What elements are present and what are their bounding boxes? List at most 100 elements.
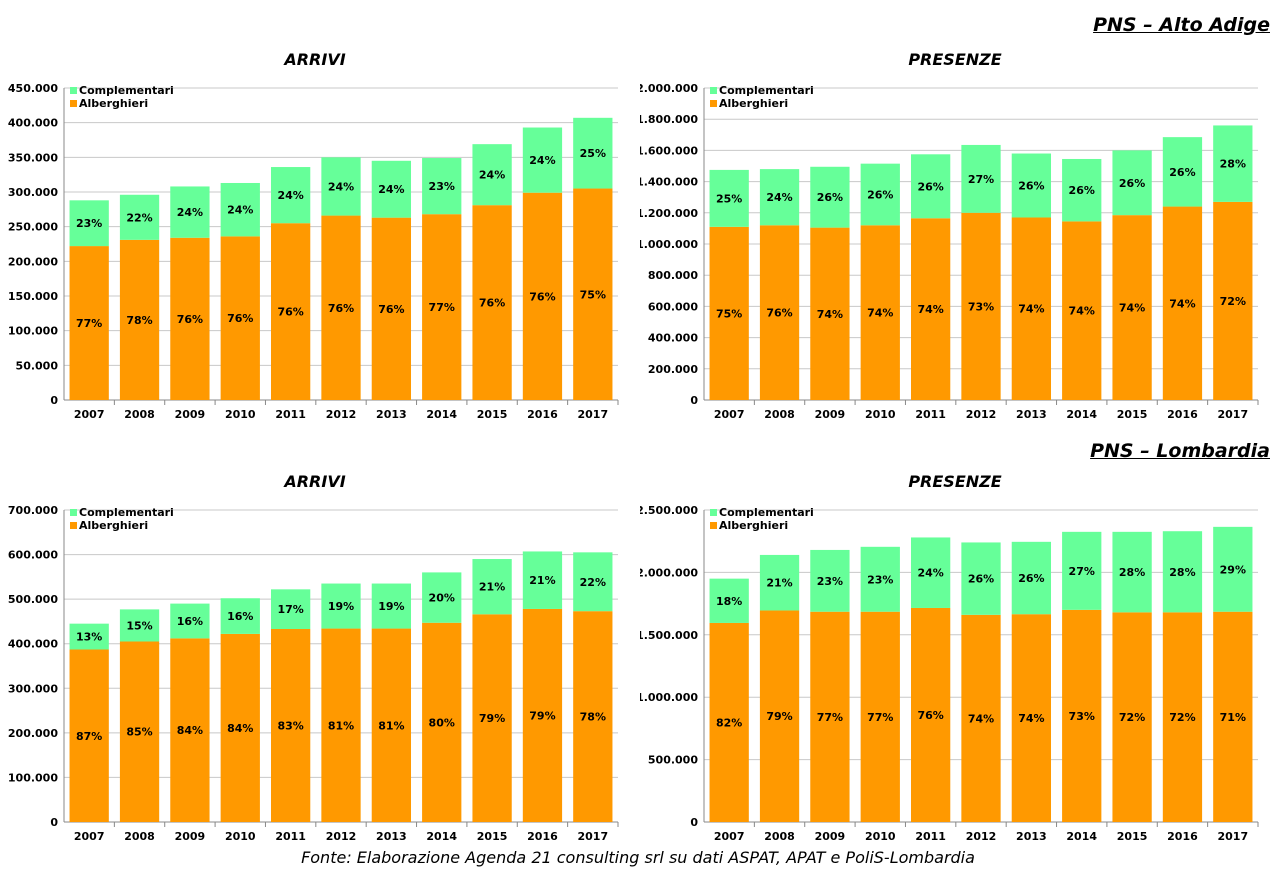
data-label-alberghieri: 76% (479, 297, 505, 310)
x-tick-label: 2013 (376, 830, 407, 843)
y-tick-label: 300.000 (8, 682, 58, 695)
data-label-alberghieri: 82% (716, 716, 742, 729)
data-label-complementari: 24% (177, 206, 203, 219)
data-label-alberghieri: 74% (968, 712, 994, 725)
x-tick-label: 2016 (1167, 408, 1198, 421)
data-label-complementari: 23% (76, 217, 102, 230)
x-tick-label: 2007 (74, 830, 105, 843)
data-label-complementari: 19% (328, 600, 354, 613)
data-label-alberghieri: 78% (126, 314, 152, 327)
data-label-complementari: 19% (378, 600, 404, 613)
data-label-alberghieri: 85% (126, 726, 152, 739)
data-label-complementari: 24% (378, 183, 404, 196)
legend-swatch (710, 509, 717, 516)
legend-label: Complementari (79, 506, 174, 519)
data-label-complementari: 21% (529, 574, 555, 587)
data-label-alberghieri: 79% (479, 712, 505, 725)
data-label-complementari: 23% (429, 180, 455, 193)
x-tick-label: 2010 (865, 830, 896, 843)
x-tick-label: 2008 (124, 830, 155, 843)
data-label-complementari: 25% (580, 147, 606, 160)
chart-panel-lombardia-presenze: PRESENZE 0 500.000 1.000.000 1.500.000 2.000… (640, 470, 1270, 868)
data-label-complementari: 24% (479, 169, 505, 182)
x-tick-label: 2013 (1016, 408, 1047, 421)
data-label-alberghieri: 76% (227, 312, 253, 325)
x-tick-label: 2017 (578, 830, 609, 843)
data-label-alberghieri: 72% (1169, 711, 1195, 724)
data-label-complementari: 25% (716, 192, 742, 205)
data-label-complementari: 24% (529, 154, 555, 167)
data-label-alberghieri: 87% (76, 730, 102, 743)
data-label-complementari: 24% (277, 189, 303, 202)
y-tick-label: 0 (50, 816, 58, 829)
x-tick-label: 2012 (326, 830, 357, 843)
data-label-complementari: 26% (1018, 572, 1044, 585)
y-tick-label: 2.500.000 (640, 504, 698, 517)
data-label-alberghieri: 81% (378, 719, 404, 732)
data-label-alberghieri: 80% (429, 716, 455, 729)
y-tick-label: 200.000 (648, 363, 698, 376)
y-tick-label: 400.000 (8, 638, 58, 651)
x-tick-label: 2007 (74, 408, 105, 421)
data-label-complementari: 21% (766, 577, 792, 590)
x-tick-label: 2008 (764, 408, 795, 421)
data-label-alberghieri: 77% (867, 711, 893, 724)
chart-title: PRESENZE (640, 50, 1270, 69)
data-label-alberghieri: 77% (76, 317, 102, 330)
data-label-alberghieri: 74% (817, 308, 843, 321)
data-label-alberghieri: 74% (1119, 302, 1145, 315)
chart-title: ARRIVI (0, 472, 630, 491)
x-tick-label: 2007 (714, 830, 745, 843)
data-label-complementari: 27% (968, 173, 994, 186)
x-tick-label: 2013 (1016, 830, 1047, 843)
data-label-complementari: 24% (227, 204, 253, 217)
legend-swatch (710, 522, 717, 529)
x-tick-label: 2015 (477, 830, 508, 843)
x-tick-label: 2011 (915, 830, 946, 843)
region-title-alto-adige: PNS – Alto Adige (1093, 14, 1270, 36)
data-label-alberghieri: 72% (1119, 711, 1145, 724)
data-label-complementari: 24% (766, 191, 792, 204)
y-tick-label: 700.000 (8, 504, 58, 517)
data-label-complementari: 26% (1018, 180, 1044, 193)
data-label-complementari: 22% (580, 576, 606, 589)
x-tick-label: 2009 (815, 830, 846, 843)
data-label-complementari: 15% (126, 619, 152, 632)
x-tick-label: 2016 (527, 830, 558, 843)
data-label-alberghieri: 73% (1069, 710, 1095, 723)
chart-panel-lombardia-arrivi: ARRIVI 0 100.000 200.000 300.000 400.000 500.… (0, 470, 630, 868)
y-tick-label: 600.000 (648, 300, 698, 313)
stacked-bar-chart: 0200.000400.000600.000800.0001.000.0001.… (640, 74, 1270, 446)
legend-swatch (710, 100, 717, 107)
y-tick-label: 1.200.000 (640, 207, 698, 220)
y-tick-label: 100.000 (8, 771, 58, 784)
legend-label: Alberghieri (79, 519, 148, 532)
stacked-bar-chart: 050.000100.000150.000200.000250.000300.0… (0, 74, 630, 446)
data-label-complementari: 24% (917, 567, 943, 580)
data-label-alberghieri: 74% (1018, 712, 1044, 725)
y-tick-label: 500.000 (8, 593, 58, 606)
legend-swatch (70, 509, 77, 516)
x-tick-label: 2014 (426, 408, 457, 421)
x-tick-label: 2012 (326, 408, 357, 421)
y-tick-label: 300.000 (8, 186, 58, 199)
x-tick-label: 2017 (1218, 830, 1249, 843)
y-tick-label: 0 (50, 394, 58, 407)
data-label-complementari: 23% (817, 575, 843, 588)
y-tick-label: 1.000.000 (640, 691, 698, 704)
data-label-complementari: 26% (1169, 166, 1195, 179)
data-label-complementari: 26% (817, 191, 843, 204)
data-label-alberghieri: 79% (529, 709, 555, 722)
data-label-alberghieri: 75% (716, 307, 742, 320)
y-tick-label: 0 (690, 816, 698, 829)
data-label-alberghieri: 76% (917, 709, 943, 722)
data-label-complementari: 28% (1169, 566, 1195, 579)
x-tick-label: 2010 (225, 408, 256, 421)
data-label-complementari: 22% (126, 211, 152, 224)
y-tick-label: 150.000 (8, 290, 58, 303)
data-label-alberghieri: 73% (968, 300, 994, 313)
y-tick-label: 600.000 (8, 549, 58, 562)
y-tick-label: 400.000 (8, 117, 58, 130)
data-label-alberghieri: 84% (177, 724, 203, 737)
data-label-complementari: 27% (1069, 565, 1095, 578)
